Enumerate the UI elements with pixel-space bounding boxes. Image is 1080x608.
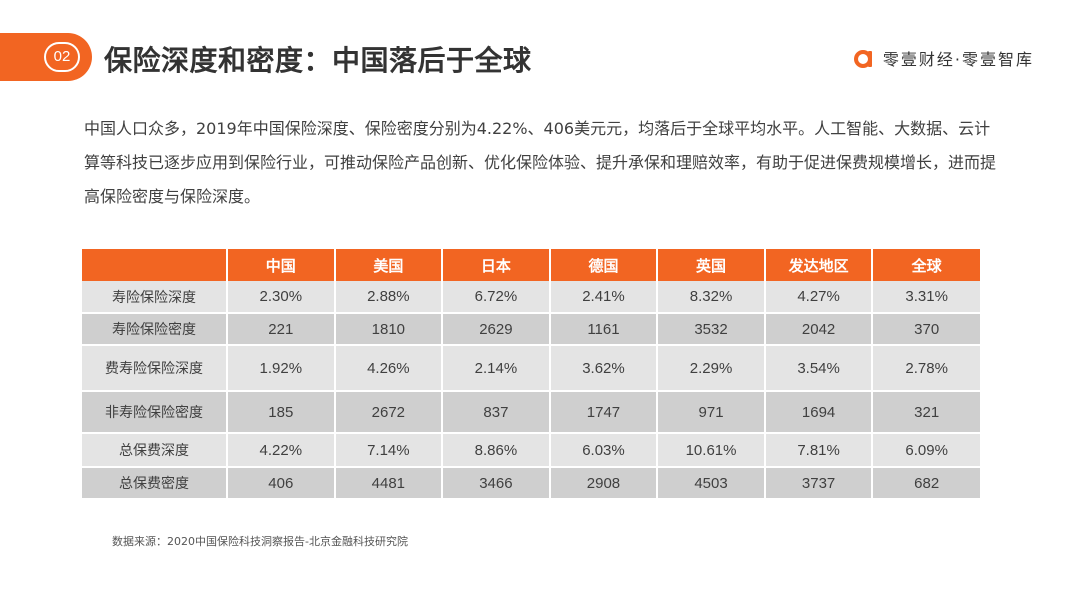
table-cell: 837 <box>442 391 551 434</box>
table-cell: 1810 <box>334 313 444 346</box>
table-cell: 1694 <box>764 391 874 434</box>
table-row: 总保费密度 406 4481 3466 2908 4503 3737 682 <box>82 467 980 500</box>
table-cell: 1.92% <box>227 345 336 392</box>
table-cell: 2672 <box>334 391 444 434</box>
data-source-note: 数据来源：2020中国保险科技洞察报告-北京金融科技研究院 <box>112 535 408 548</box>
page-title: 保险深度和密度：中国落后于全球 <box>104 44 532 77</box>
table-cell: 971 <box>657 391 766 434</box>
table-cell: 321 <box>872 391 980 434</box>
row-label: 寿险保险深度 <box>82 281 228 314</box>
table-cell: 8.86% <box>442 433 551 468</box>
table-cell: 2908 <box>549 467 659 500</box>
table-row: 寿险保险深度 2.30% 2.88% 6.72% 2.41% 8.32% 4.2… <box>82 281 980 314</box>
brand: 零壹财经·零壹智库 <box>853 46 1034 70</box>
table-cell: 406 <box>227 467 336 500</box>
table-cell: 4503 <box>657 467 766 500</box>
table-cell: 2.29% <box>657 345 766 392</box>
table-cell: 6.09% <box>872 433 980 468</box>
table-cell: 4.22% <box>227 433 336 468</box>
row-label: 总保费密度 <box>82 467 228 500</box>
table-header-row: 中国 美国 日本 德国 英国 发达地区 全球 <box>82 249 980 281</box>
table-cell: 6.03% <box>549 433 659 468</box>
column-header: 美国 <box>334 249 444 281</box>
table-row: 寿险保险密度 221 1810 2629 1161 3532 2042 370 <box>82 313 980 346</box>
table-cell: 10.61% <box>657 433 766 468</box>
table-cell: 2042 <box>764 313 874 346</box>
table-cell: 185 <box>227 391 336 434</box>
table-cell: 4.26% <box>334 345 444 392</box>
column-header: 发达地区 <box>764 249 874 281</box>
lingyi-logo-icon <box>853 50 872 68</box>
table-cell: 682 <box>872 467 980 500</box>
table-cell: 2.41% <box>549 281 659 314</box>
table-cell: 2.78% <box>872 345 980 392</box>
row-label: 总保费深度 <box>82 433 228 468</box>
table-row: 非寿险保险密度 185 2672 837 1747 971 1694 321 <box>82 391 980 434</box>
table-cell: 2629 <box>442 313 551 346</box>
table-row: 费寿险保险深度 1.92% 4.26% 2.14% 3.62% 2.29% 3.… <box>82 345 980 392</box>
table-cell: 4.27% <box>764 281 874 314</box>
table-cell: 6.72% <box>442 281 551 314</box>
table-cell: 2.30% <box>227 281 336 314</box>
column-header: 德国 <box>549 249 659 281</box>
table-cell: 3737 <box>764 467 874 500</box>
table-cell: 8.32% <box>657 281 766 314</box>
row-label: 寿险保险密度 <box>82 313 228 346</box>
column-header <box>82 249 228 281</box>
row-label: 非寿险保险密度 <box>82 391 228 434</box>
column-header: 英国 <box>657 249 766 281</box>
table-cell: 3.62% <box>549 345 659 392</box>
table-cell: 221 <box>227 313 336 346</box>
column-header: 全球 <box>872 249 980 281</box>
column-header: 中国 <box>227 249 336 281</box>
table-cell: 2.14% <box>442 345 551 392</box>
row-label: 费寿险保险深度 <box>82 345 228 392</box>
table-cell: 4481 <box>334 467 444 500</box>
table-cell: 7.14% <box>334 433 444 468</box>
intro-paragraph: 中国人口众多，2019年中国保险深度、保险密度分别为4.22%、406美元元，均… <box>84 119 997 206</box>
table-cell: 1161 <box>549 313 659 346</box>
section-number-badge: 02 <box>44 42 80 72</box>
column-header: 日本 <box>442 249 551 281</box>
table-row: 总保费深度 4.22% 7.14% 8.86% 6.03% 10.61% 7.8… <box>82 433 980 468</box>
table-cell: 370 <box>872 313 980 346</box>
table-cell: 7.81% <box>764 433 874 468</box>
insurance-data-table: 中国 美国 日本 德国 英国 发达地区 全球 寿险保险深度 2.30% 2.88… <box>82 249 980 500</box>
table-cell: 3.54% <box>764 345 874 392</box>
table-cell: 3532 <box>657 313 766 346</box>
table-cell: 2.88% <box>334 281 444 314</box>
table-cell: 3.31% <box>872 281 980 314</box>
brand-name: 零壹财经·零壹智库 <box>882 50 1034 69</box>
table-cell: 1747 <box>549 391 659 434</box>
table-cell: 3466 <box>442 467 551 500</box>
